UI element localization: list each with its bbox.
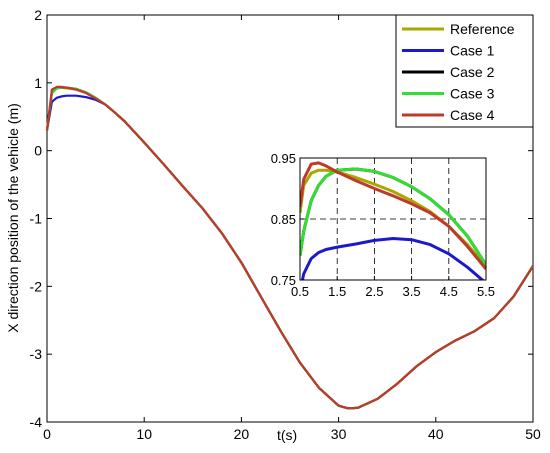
legend-label: Case 4 (450, 107, 495, 123)
y-tick-label: -1 (30, 211, 43, 227)
y-tick-label: -2 (30, 278, 43, 294)
main-series-group (45, 85, 534, 410)
legend-label: Case 3 (450, 86, 495, 102)
legend-label: Reference (450, 21, 515, 37)
legend-label: Case 1 (450, 43, 495, 59)
main-x-tick-labels: 0 10 20 30 40 50 (43, 426, 541, 442)
main-y-tick-labels: -4 -3 -2 -1 0 1 2 (30, 7, 43, 430)
x-tick-label: 30 (331, 426, 347, 442)
y-tick-label: 1 (34, 75, 42, 91)
inset-series-line-case-1 (300, 237, 485, 280)
x-tick-label: 20 (234, 426, 250, 442)
inset-y-tick-label: 0.95 (271, 151, 296, 166)
inset-series-line-case-4 (300, 161, 486, 270)
inset-y-tick-label: 0.85 (271, 212, 296, 227)
inset-x-tick-label: 2.5 (365, 284, 383, 299)
y-tick-label: 2 (34, 7, 42, 23)
y-tick-label: 0 (34, 143, 42, 159)
y-tick-label: -4 (30, 414, 43, 430)
inset-x-tick-label: 4.5 (440, 284, 458, 299)
x-axis-label: t(s) (277, 427, 297, 443)
inset-x-tick-label: 1.5 (328, 284, 346, 299)
inset-x-tick-label: 3.5 (403, 284, 421, 299)
inset-y-tick-label: 0.75 (271, 273, 296, 288)
legend: Reference Case 1 Case 2 Case 3 Case 4 (395, 14, 534, 128)
x-tick-label: 40 (428, 426, 444, 442)
x-tick-label: 0 (43, 426, 51, 442)
legend-label: Case 2 (450, 64, 495, 80)
inset-tick-marks (299, 157, 487, 281)
inset-y-tick-labels: 0.75 0.85 0.95 (271, 151, 296, 288)
inset-grid (300, 158, 486, 280)
inset-x-tick-labels: 0.5 1.5 2.5 3.5 4.5 5.5 (291, 284, 495, 299)
y-tick-label: -3 (30, 346, 43, 362)
x-tick-label: 50 (525, 426, 541, 442)
series-line-case-4 (45, 85, 534, 410)
inset-series-line-case-3 (300, 167, 486, 266)
inset-x-tick-label: 5.5 (477, 284, 495, 299)
x-tick-label: 10 (136, 426, 152, 442)
y-axis-label: X direction position of the vehicle (m) (5, 103, 21, 333)
inset-series-group (300, 161, 486, 280)
inset-x-tick-label: 0.5 (291, 284, 309, 299)
